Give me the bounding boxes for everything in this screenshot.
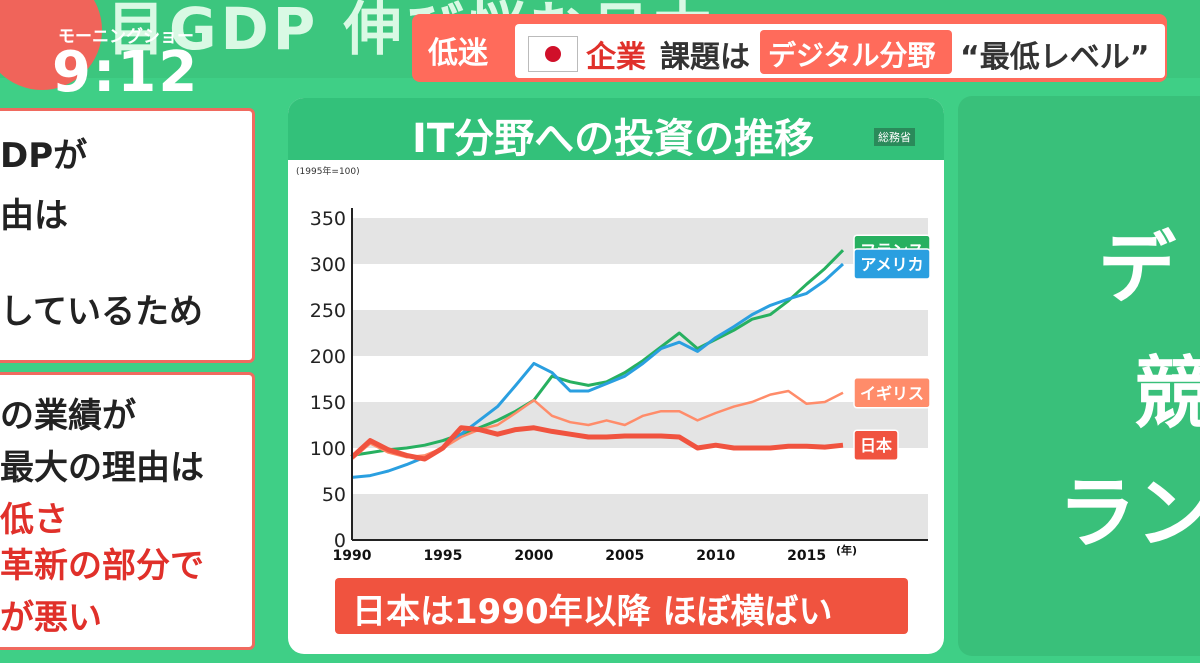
series-label: 日本: [860, 436, 892, 455]
right-info-panel: デ 競 ラン: [958, 96, 1200, 656]
x-tick-label: 1990: [333, 548, 372, 564]
x-tick-label: 2010: [696, 548, 735, 564]
left-panel-line: 由は: [0, 196, 68, 236]
chart-source: 総務省: [874, 128, 915, 146]
x-unit-label: (年): [836, 543, 857, 557]
left-panel-line: しているため: [0, 292, 203, 332]
headline-issue: 課題は: [660, 40, 750, 75]
y-tick-label: 250: [310, 300, 346, 322]
caption-bar: [335, 578, 908, 634]
series-label-box: [853, 377, 931, 409]
right-panel-line: ラン: [1058, 469, 1200, 559]
show-name: モーニングショー: [58, 27, 194, 47]
series-label-box: [853, 248, 931, 280]
clock: 9:12: [52, 40, 200, 105]
headline-digital-box: [760, 30, 952, 74]
flag-dot: [545, 46, 561, 62]
y-tick-label: 350: [310, 208, 346, 230]
caption-text: 日本は1990年以降 ほぼ横ばい: [352, 592, 833, 632]
left-info-panel-top: [0, 108, 255, 363]
y-unit-label: (1995年=100): [296, 165, 360, 177]
y-tick-label: 300: [310, 254, 346, 276]
y-tick-label: 50: [322, 484, 346, 506]
x-tick-label: 2005: [605, 548, 644, 564]
x-tick-label: 1995: [423, 548, 462, 564]
headline-low-label: 低迷: [428, 36, 488, 71]
left-panel-line: の業績が: [0, 396, 136, 436]
grid-band: [352, 310, 928, 356]
headline-digital: デジタル分野: [768, 39, 936, 72]
y-tick-label: 150: [310, 392, 346, 414]
grid-band: [352, 494, 928, 540]
left-panel-line: 最大の理由は: [0, 448, 204, 488]
y-tick-label: 0: [334, 530, 346, 552]
series-label: イギリス: [860, 384, 924, 403]
right-panel-line: デ: [1098, 224, 1177, 314]
left-info-panel-bottom: [0, 372, 255, 650]
right-panel-line: 競: [1134, 349, 1200, 439]
chart-title: IT分野への投資の推移: [412, 116, 815, 162]
y-tick-label: 200: [310, 346, 346, 368]
chart-title-bar: [288, 98, 944, 160]
japan-flag-icon: [528, 36, 578, 72]
left-panel-line: 低さ: [0, 500, 68, 540]
series-label: アメリカ: [860, 255, 923, 274]
x-tick-label: 2015: [787, 548, 826, 564]
series-label-box: [853, 429, 899, 461]
series-line: [350, 425, 844, 462]
left-panel-line: が悪い: [0, 598, 102, 638]
x-tick-label: 2000: [514, 548, 553, 564]
grid-band: [352, 218, 928, 264]
headline-lowest: “最低レベル”: [960, 40, 1150, 75]
left-panel-line: 革新の部分で: [0, 546, 204, 586]
chart-panel: IT分野への投資の推移 総務省 (1995年=100) 0 50 100 150 200…: [288, 98, 944, 654]
line-chart: (1995年=100) 0 50 100 150 200 250 300 350 1990 19…: [296, 165, 931, 564]
y-tick-label: 100: [310, 438, 346, 460]
series-line: [351, 249, 845, 457]
headline-company: 企業: [586, 40, 646, 75]
left-panel-line: DPが: [0, 136, 88, 176]
